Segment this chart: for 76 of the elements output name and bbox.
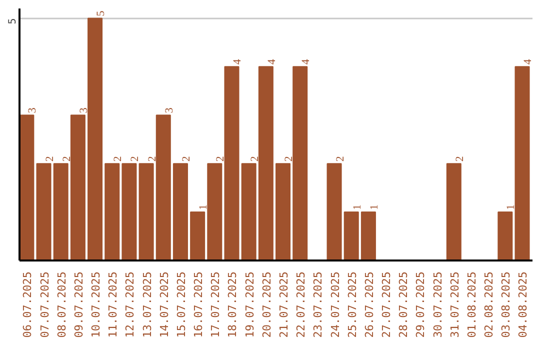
data-label: 1 [198,204,210,210]
bar [276,163,291,260]
bar [190,212,206,260]
data-label: 2 [129,156,142,162]
data-label: 5 [95,10,108,16]
x-tick-label: 11.07.2025 [106,271,120,338]
data-label: 4 [266,58,278,65]
bar [104,163,120,260]
data-label: 1 [505,204,518,210]
bar [207,163,222,260]
data-label: 2 [44,156,56,162]
data-label: 2 [214,156,227,162]
bar [326,163,342,260]
x-tick-label: 14.07.2025 [158,271,171,338]
bar [36,163,52,260]
data-label: 3 [163,107,176,114]
x-tick-label: 04.08.2025 [516,271,530,338]
x-tick-label: 22.07.2025 [294,271,308,338]
data-label: 3 [26,107,39,114]
x-tick-label: 20.07.2025 [260,271,274,338]
bar [224,66,240,260]
bar [122,163,137,260]
x-tick-label: 21.07.2025 [278,271,291,338]
x-tick-label: 17.07.2025 [209,271,222,338]
data-label: 2 [180,156,192,162]
x-tick-label: 03.08.2025 [500,271,513,338]
bar [172,163,188,260]
bar [344,212,359,260]
data-label: 4 [232,58,244,65]
bar [258,66,274,260]
bar [241,163,256,260]
bar [514,66,530,260]
x-tick-label: 16.07.2025 [192,271,206,338]
data-label: 4 [300,58,312,65]
x-tick-label: 23.07.2025 [312,271,325,338]
x-tick-label: 10.07.2025 [90,271,103,338]
x-tick-label: 06.07.2025 [21,271,34,338]
bar [446,163,462,260]
bar [498,212,513,260]
data-label: 1 [351,204,364,210]
bar [292,66,308,260]
x-tick-label: 28.07.2025 [397,271,410,338]
data-label: 2 [248,156,261,162]
bar [360,212,376,260]
x-tick-label: 29.07.2025 [414,271,428,338]
x-tick-label: 26.07.2025 [362,271,376,338]
x-tick-label: 19.07.2025 [243,271,256,338]
x-tick-label: 27.07.2025 [380,271,394,338]
bar [156,114,171,260]
bar [20,114,34,260]
x-tick-label: 15.07.2025 [174,271,188,338]
x-tick-label: 24.07.2025 [328,271,342,338]
data-label: 2 [112,156,124,162]
data-label: 2 [283,156,296,162]
bar [88,18,103,260]
x-tick-label: 18.07.2025 [226,271,240,338]
data-label: 2 [454,156,466,162]
x-tick-label: 07.07.2025 [38,271,52,338]
bar [138,163,154,260]
data-label: 3 [78,107,90,114]
data-label: 2 [334,156,346,162]
x-tick-label: 12.07.2025 [124,271,137,338]
x-tick-label: 09.07.2025 [72,271,86,338]
x-tick-label: 08.07.2025 [55,271,68,338]
data-label: 2 [146,156,158,162]
bar [70,114,86,260]
x-tick-label: 13.07.2025 [140,271,154,338]
x-tick-label: 02.08.2025 [482,271,496,338]
x-tick-label: 01.08.2025 [465,271,478,338]
x-tick-label: 31.07.2025 [448,271,462,338]
x-tick-label: 25.07.2025 [346,271,359,338]
data-label: 2 [60,156,73,162]
x-tick-label: 30.07.2025 [431,271,444,338]
data-label: 4 [522,58,534,65]
bar [53,163,68,260]
data-label: 1 [368,204,380,210]
